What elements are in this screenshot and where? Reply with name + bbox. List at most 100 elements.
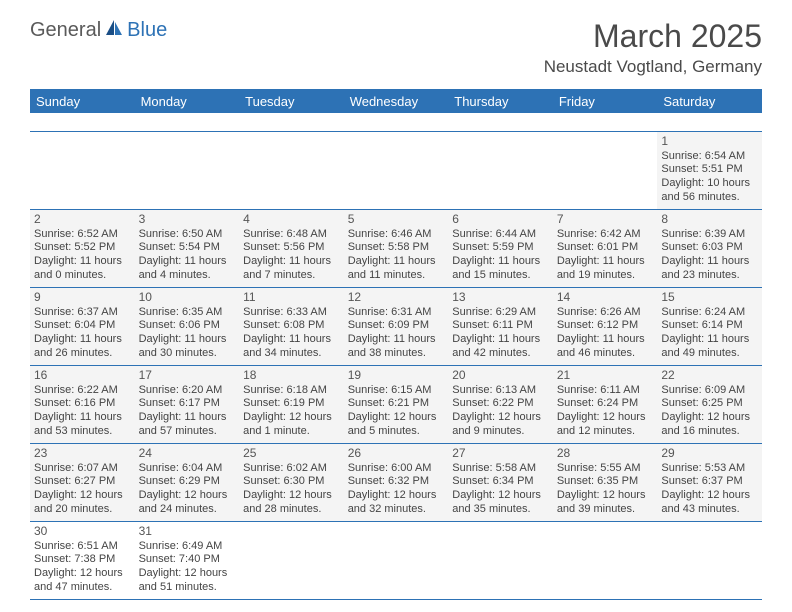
sunset-text: Sunset: 6:32 PM — [348, 475, 445, 489]
page-title: March 2025 — [544, 18, 762, 55]
calendar-cell — [553, 521, 658, 599]
daylight-text: Daylight: 12 hours and 20 minutes. — [34, 489, 131, 517]
daylight-text: Daylight: 11 hours and 53 minutes. — [34, 411, 131, 439]
daylight-text: Daylight: 12 hours and 47 minutes. — [34, 567, 131, 595]
sunrise-text: Sunrise: 6:31 AM — [348, 306, 445, 320]
title-block: March 2025 Neustadt Vogtland, Germany — [544, 18, 762, 77]
daylight-text: Daylight: 12 hours and 35 minutes. — [452, 489, 549, 517]
weekday-header-row: Sunday Monday Tuesday Wednesday Thursday… — [30, 90, 762, 114]
calendar-cell — [448, 131, 553, 209]
day-number: 7 — [557, 212, 654, 227]
calendar-cell: 8Sunrise: 6:39 AMSunset: 6:03 PMDaylight… — [657, 209, 762, 287]
day-number: 23 — [34, 446, 131, 461]
sunrise-text: Sunrise: 6:33 AM — [243, 306, 340, 320]
calendar-cell: 17Sunrise: 6:20 AMSunset: 6:17 PMDayligh… — [135, 365, 240, 443]
sunset-text: Sunset: 6:30 PM — [243, 475, 340, 489]
sunset-text: Sunset: 6:25 PM — [661, 397, 758, 411]
sunset-text: Sunset: 5:56 PM — [243, 241, 340, 255]
daylight-text: Daylight: 12 hours and 1 minute. — [243, 411, 340, 439]
daylight-text: Daylight: 11 hours and 4 minutes. — [139, 255, 236, 283]
weekday-header: Tuesday — [239, 90, 344, 114]
sunset-text: Sunset: 6:16 PM — [34, 397, 131, 411]
calendar-cell: 15Sunrise: 6:24 AMSunset: 6:14 PMDayligh… — [657, 287, 762, 365]
daylight-text: Daylight: 10 hours and 56 minutes. — [661, 177, 758, 205]
calendar-cell: 13Sunrise: 6:29 AMSunset: 6:11 PMDayligh… — [448, 287, 553, 365]
calendar-cell: 11Sunrise: 6:33 AMSunset: 6:08 PMDayligh… — [239, 287, 344, 365]
sunrise-text: Sunrise: 6:54 AM — [661, 150, 758, 164]
sunset-text: Sunset: 5:58 PM — [348, 241, 445, 255]
day-number: 21 — [557, 368, 654, 383]
daylight-text: Daylight: 12 hours and 39 minutes. — [557, 489, 654, 517]
weekday-header: Saturday — [657, 90, 762, 114]
sunrise-text: Sunrise: 6:42 AM — [557, 228, 654, 242]
daylight-text: Daylight: 12 hours and 16 minutes. — [661, 411, 758, 439]
daylight-text: Daylight: 11 hours and 26 minutes. — [34, 333, 131, 361]
sunrise-text: Sunrise: 6:07 AM — [34, 462, 131, 476]
calendar-row: 30Sunrise: 6:51 AMSunset: 7:38 PMDayligh… — [30, 521, 762, 599]
calendar-cell — [239, 521, 344, 599]
day-number: 12 — [348, 290, 445, 305]
sunset-text: Sunset: 6:08 PM — [243, 319, 340, 333]
daylight-text: Daylight: 12 hours and 24 minutes. — [139, 489, 236, 517]
day-number: 5 — [348, 212, 445, 227]
day-number: 4 — [243, 212, 340, 227]
calendar-cell: 19Sunrise: 6:15 AMSunset: 6:21 PMDayligh… — [344, 365, 449, 443]
sunset-text: Sunset: 6:24 PM — [557, 397, 654, 411]
calendar-cell: 2Sunrise: 6:52 AMSunset: 5:52 PMDaylight… — [30, 209, 135, 287]
sunrise-text: Sunrise: 6:44 AM — [452, 228, 549, 242]
sunrise-text: Sunrise: 6:29 AM — [452, 306, 549, 320]
calendar-cell: 28Sunrise: 5:55 AMSunset: 6:35 PMDayligh… — [553, 443, 658, 521]
sunrise-text: Sunrise: 6:37 AM — [34, 306, 131, 320]
sunset-text: Sunset: 6:29 PM — [139, 475, 236, 489]
sunset-text: Sunset: 6:14 PM — [661, 319, 758, 333]
daylight-text: Daylight: 11 hours and 23 minutes. — [661, 255, 758, 283]
day-number: 27 — [452, 446, 549, 461]
daylight-text: Daylight: 11 hours and 38 minutes. — [348, 333, 445, 361]
logo-text-blue: Blue — [127, 19, 167, 42]
calendar-cell: 30Sunrise: 6:51 AMSunset: 7:38 PMDayligh… — [30, 521, 135, 599]
calendar-cell — [344, 131, 449, 209]
daylight-text: Daylight: 12 hours and 9 minutes. — [452, 411, 549, 439]
sunrise-text: Sunrise: 5:58 AM — [452, 462, 549, 476]
day-number: 11 — [243, 290, 340, 305]
sunrise-text: Sunrise: 6:18 AM — [243, 384, 340, 398]
day-number: 10 — [139, 290, 236, 305]
calendar-cell: 27Sunrise: 5:58 AMSunset: 6:34 PMDayligh… — [448, 443, 553, 521]
calendar-body: 1Sunrise: 6:54 AMSunset: 5:51 PMDaylight… — [30, 113, 762, 599]
calendar-table: Sunday Monday Tuesday Wednesday Thursday… — [30, 89, 762, 600]
sunset-text: Sunset: 6:19 PM — [243, 397, 340, 411]
sunrise-text: Sunrise: 6:46 AM — [348, 228, 445, 242]
sunrise-text: Sunrise: 6:35 AM — [139, 306, 236, 320]
sunset-text: Sunset: 5:54 PM — [139, 241, 236, 255]
daylight-text: Daylight: 12 hours and 28 minutes. — [243, 489, 340, 517]
day-number: 17 — [139, 368, 236, 383]
sunrise-text: Sunrise: 6:52 AM — [34, 228, 131, 242]
daylight-text: Daylight: 11 hours and 7 minutes. — [243, 255, 340, 283]
sail-icon — [103, 18, 125, 43]
daylight-text: Daylight: 11 hours and 57 minutes. — [139, 411, 236, 439]
calendar-row: 23Sunrise: 6:07 AMSunset: 6:27 PMDayligh… — [30, 443, 762, 521]
calendar-cell: 22Sunrise: 6:09 AMSunset: 6:25 PMDayligh… — [657, 365, 762, 443]
sunset-text: Sunset: 6:35 PM — [557, 475, 654, 489]
calendar-cell: 7Sunrise: 6:42 AMSunset: 6:01 PMDaylight… — [553, 209, 658, 287]
sunrise-text: Sunrise: 6:26 AM — [557, 306, 654, 320]
daylight-text: Daylight: 11 hours and 34 minutes. — [243, 333, 340, 361]
sunset-text: Sunset: 6:01 PM — [557, 241, 654, 255]
weekday-header: Friday — [553, 90, 658, 114]
sunrise-text: Sunrise: 6:11 AM — [557, 384, 654, 398]
sunset-text: Sunset: 6:04 PM — [34, 319, 131, 333]
calendar-cell: 23Sunrise: 6:07 AMSunset: 6:27 PMDayligh… — [30, 443, 135, 521]
sunset-text: Sunset: 6:27 PM — [34, 475, 131, 489]
calendar-row: 16Sunrise: 6:22 AMSunset: 6:16 PMDayligh… — [30, 365, 762, 443]
header: General Blue March 2025 Neustadt Vogtlan… — [0, 0, 792, 83]
sunrise-text: Sunrise: 5:55 AM — [557, 462, 654, 476]
daylight-text: Daylight: 11 hours and 11 minutes. — [348, 255, 445, 283]
sunrise-text: Sunrise: 6:15 AM — [348, 384, 445, 398]
daylight-text: Daylight: 12 hours and 12 minutes. — [557, 411, 654, 439]
calendar-cell: 25Sunrise: 6:02 AMSunset: 6:30 PMDayligh… — [239, 443, 344, 521]
calendar-cell — [657, 521, 762, 599]
calendar-cell — [135, 131, 240, 209]
calendar-cell: 10Sunrise: 6:35 AMSunset: 6:06 PMDayligh… — [135, 287, 240, 365]
sunrise-text: Sunrise: 6:09 AM — [661, 384, 758, 398]
sunset-text: Sunset: 6:09 PM — [348, 319, 445, 333]
